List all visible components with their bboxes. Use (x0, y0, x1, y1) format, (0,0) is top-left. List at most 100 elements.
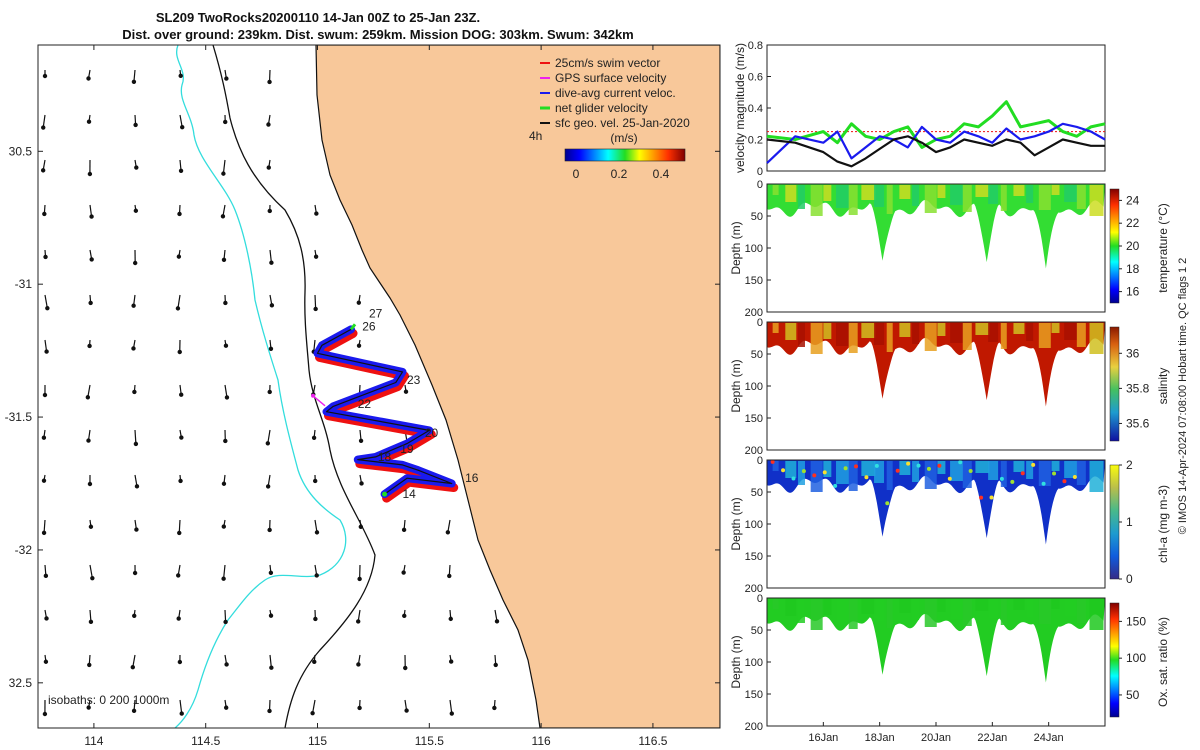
section-y-tick-label: 200 (745, 721, 763, 733)
geo-velocity-arrow (177, 519, 182, 536)
geo-velocity-arrow (445, 519, 451, 535)
geo-velocity-arrow (179, 114, 185, 130)
section-patch (848, 185, 858, 215)
velocity-series-2 (766, 122, 1106, 164)
geo-velocity-arrow (223, 294, 228, 306)
geo-velocity-arrow (223, 609, 228, 625)
velocity-y-tick-label: 0.2 (748, 135, 763, 147)
section-colorbar (1109, 188, 1120, 304)
day-label: 27 (369, 306, 383, 320)
geo-velocity-arrow (44, 609, 49, 621)
geo-velocity-arrow (86, 69, 91, 81)
geo-velocity-arrow (134, 519, 139, 532)
velocity-y-axis: 0 0.2 0.4 0.6 0.8 (748, 40, 771, 178)
geo-velocity-arrow (448, 654, 454, 664)
map-x-tick-label: 116.5 (638, 734, 667, 748)
section-patch (1000, 599, 1007, 625)
geo-velocity-arrow (87, 474, 93, 487)
geo-velocity-arrow (176, 609, 181, 621)
title-line-2: Dist. over ground: 239km. Dist. swum: 25… (122, 27, 634, 42)
geo-velocity-arrow (220, 204, 226, 219)
geo-velocity-arrow (177, 339, 182, 355)
section-ylabel: Depth (m) (729, 359, 743, 412)
geo-velocity-arrow (221, 519, 227, 529)
velocity-panel: 0 0.2 0.4 0.6 0.8 velocity magnitude (m/s) (733, 40, 1106, 178)
geo-velocity-arrow (402, 609, 407, 619)
geo-velocity-arrow (224, 384, 230, 400)
land-area (315, 45, 720, 728)
section-patch (1038, 461, 1051, 486)
geo-velocity-arrow (131, 339, 136, 351)
geo-velocity-arrow (401, 519, 407, 533)
section-patch (1076, 599, 1086, 623)
section-patch (1064, 461, 1078, 478)
geo-velocity-arrow (224, 654, 229, 667)
chl-sample-dot (958, 460, 963, 465)
date-tick-label: 18Jan (865, 732, 895, 744)
section-patch (975, 185, 990, 197)
geo-velocity-arrow (42, 384, 48, 398)
geo-velocity-arrow (178, 159, 184, 173)
section-patch (823, 185, 832, 201)
geo-velocity-arrow (357, 564, 362, 582)
geo-velocity-arrow (133, 204, 139, 213)
geo-velocity-arrow (221, 159, 226, 176)
geo-velocity-arrow (356, 609, 361, 624)
geo-velocity-arrow (134, 474, 140, 489)
section-colorbar (1109, 326, 1120, 442)
section-colorbar-label: temperature (°C) (1156, 203, 1170, 293)
geo-velocity-arrow (312, 654, 317, 665)
section-patch (886, 599, 893, 628)
section-patch (899, 185, 911, 199)
section-patch (772, 599, 779, 609)
section-patch (1013, 323, 1025, 334)
geo-velocity-arrow (310, 699, 316, 716)
section-patch (861, 323, 876, 338)
isobath-1000 (174, 45, 347, 728)
map-x-tick-label: 115 (308, 734, 327, 748)
section-patch (1089, 461, 1104, 492)
map-y-axis: 30.5 -31 -31.5 -32 32.5 (5, 144, 720, 690)
section-patch (1076, 185, 1086, 209)
geo-velocity-arrow (268, 339, 274, 351)
geo-velocity-arrow (85, 384, 91, 400)
section-patch (899, 599, 911, 613)
section-patch (874, 323, 885, 345)
velocity-y-tick-label: 0.8 (748, 40, 763, 52)
geo-velocity-arrow (178, 474, 183, 484)
isobath-200 (212, 45, 376, 728)
chl-sample-dot (833, 483, 838, 488)
geo-velocity-arrow (494, 609, 500, 624)
section-patch (836, 599, 850, 622)
geo-velocity-arrow (313, 294, 318, 312)
section-patch (861, 185, 876, 200)
section-patch (937, 599, 946, 612)
geo-velocity-arrow (313, 609, 318, 622)
geo-velocity-arrow (403, 384, 409, 394)
colorbar-ramp (564, 148, 686, 162)
section-patch (1000, 323, 1007, 349)
section-patch (912, 323, 920, 344)
chl-sample-dot (968, 469, 973, 474)
geo-velocity-arrow (42, 204, 47, 217)
geo-velocity-arrow (130, 654, 136, 670)
map-grid-arrows (40, 69, 500, 717)
section-patch (899, 323, 911, 337)
legend-item: 25cm/s swim vector (540, 56, 660, 70)
section-patch (772, 185, 779, 195)
gps-velocity-vector (312, 395, 326, 407)
credit-line: © IMOS 14-Apr-2024 07:08:00 Hobart time.… (1177, 258, 1189, 535)
geo-velocity-arrow (314, 564, 319, 578)
section-patch (772, 461, 779, 471)
geo-velocity-arrow (179, 429, 184, 440)
section-patch (1026, 185, 1034, 203)
geo-velocity-arrow (43, 564, 49, 579)
map-y-tick-label: -31.5 (5, 410, 33, 424)
legend-label: 25cm/s swim vector (555, 56, 660, 70)
velocity-lines (766, 100, 1106, 168)
geo-velocity-arrow (179, 384, 184, 397)
section-ylabel: Depth (m) (729, 221, 743, 274)
track-centerline (316, 328, 453, 495)
